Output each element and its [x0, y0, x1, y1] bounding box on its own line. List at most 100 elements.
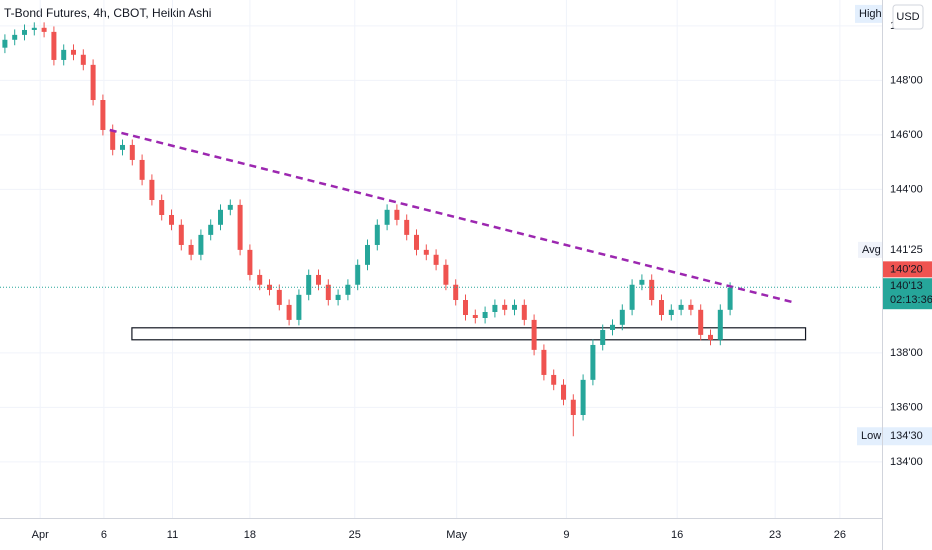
- avg-box: [858, 241, 882, 258]
- y-tick-label: 148'00: [890, 74, 923, 86]
- candle-body: [267, 284, 272, 290]
- candle-body: [688, 304, 694, 310]
- candle-body: [286, 304, 292, 320]
- candle-body: [2, 39, 8, 48]
- prev-price-box: [883, 261, 932, 278]
- candle-body: [698, 309, 704, 335]
- y-tick-label: 144'00: [890, 183, 923, 195]
- candle-body: [188, 244, 194, 255]
- candle-body: [247, 249, 253, 275]
- candle-body: [541, 349, 547, 375]
- candle-body: [404, 219, 410, 235]
- candle-body: [169, 214, 174, 225]
- candle-body: [71, 49, 76, 55]
- candle-body: [316, 274, 321, 285]
- low-price-box: [883, 427, 932, 446]
- candle-body: [453, 284, 459, 301]
- candle-body: [502, 304, 508, 310]
- candle-body: [276, 289, 282, 305]
- currency-label[interactable]: USD: [896, 11, 919, 23]
- candle-body: [139, 159, 145, 180]
- candle-body: [12, 34, 18, 40]
- x-tick-label: Apr: [32, 529, 49, 541]
- candle-body: [306, 274, 312, 295]
- candle-body: [208, 224, 214, 235]
- candle-body: [365, 244, 370, 265]
- candle-body: [178, 224, 184, 245]
- candle-body: [335, 294, 341, 301]
- x-tick-label: 26: [834, 529, 846, 541]
- candle-body: [414, 234, 419, 250]
- candle-body: [51, 31, 57, 60]
- y-tick-label: 138'00: [890, 347, 923, 359]
- candle-body: [198, 234, 204, 255]
- candle-body: [159, 200, 165, 215]
- candle-body: [600, 329, 606, 345]
- x-tick-label: 16: [671, 529, 683, 541]
- low-label: Low: [861, 430, 881, 442]
- candle-body: [551, 374, 557, 385]
- candle-body: [610, 324, 615, 330]
- candle-body: [531, 319, 537, 350]
- candle-body: [659, 300, 664, 315]
- x-tick-label: 23: [769, 529, 781, 541]
- candle-body: [237, 204, 243, 250]
- candle-body: [649, 279, 655, 301]
- candle-body: [708, 334, 713, 340]
- candle-body: [619, 309, 625, 325]
- countdown-label: 02:13:36: [890, 294, 932, 306]
- candle-body: [22, 29, 27, 35]
- x-tick-label: 25: [349, 529, 361, 541]
- candle-body: [472, 314, 478, 318]
- candle-body: [129, 144, 135, 160]
- candle-body: [482, 311, 488, 318]
- chart-title: T-Bond Futures, 4h, CBOT, Heikin Ashi: [4, 6, 211, 20]
- currency-button[interactable]: [892, 4, 924, 30]
- avg-price-label: 141'25: [890, 244, 923, 256]
- candle-body: [512, 304, 517, 310]
- candle-body: [521, 304, 527, 320]
- candle-body: [443, 264, 449, 285]
- y-tick-label: 134'00: [890, 456, 923, 468]
- y-tick-label: 146'00: [890, 129, 923, 141]
- candle-body: [423, 249, 429, 255]
- support-zone: [131, 327, 807, 341]
- candle-body: [433, 254, 439, 265]
- candle-body: [90, 64, 96, 101]
- candle-body: [100, 100, 106, 130]
- candle-body: [570, 399, 576, 415]
- high-label: High: [859, 8, 882, 20]
- trendline: [109, 128, 793, 304]
- candle-body: [590, 344, 596, 380]
- candle-body: [257, 274, 263, 285]
- candle-body: [218, 209, 223, 225]
- candle-body: [31, 27, 37, 30]
- candle-body: [227, 204, 233, 210]
- high-box: [855, 4, 882, 23]
- candle-body: [120, 144, 125, 150]
- candle-body: [355, 264, 361, 285]
- low-box: [857, 427, 882, 446]
- y-tick-label: 136'00: [890, 401, 923, 413]
- x-tick-label: 11: [167, 529, 178, 541]
- avg-label: Avg: [862, 244, 881, 256]
- candle-body: [668, 309, 674, 315]
- candle-body: [678, 304, 684, 310]
- candle-body: [727, 287, 733, 310]
- low-price-label: 134'30: [890, 430, 923, 442]
- candle-body: [296, 294, 302, 320]
- prev-price-label: 140'20: [890, 263, 923, 275]
- candle-body: [110, 129, 116, 150]
- candle-body: [463, 300, 468, 315]
- candle-body: [325, 284, 331, 301]
- last-price-label: 140'13: [890, 280, 923, 292]
- candle-body: [374, 224, 380, 245]
- candle-body: [61, 49, 67, 60]
- last-price-box: [883, 278, 932, 310]
- candle-body: [394, 209, 400, 220]
- candle-body: [149, 179, 155, 201]
- candle-body: [639, 279, 645, 285]
- candle-body: [580, 379, 586, 415]
